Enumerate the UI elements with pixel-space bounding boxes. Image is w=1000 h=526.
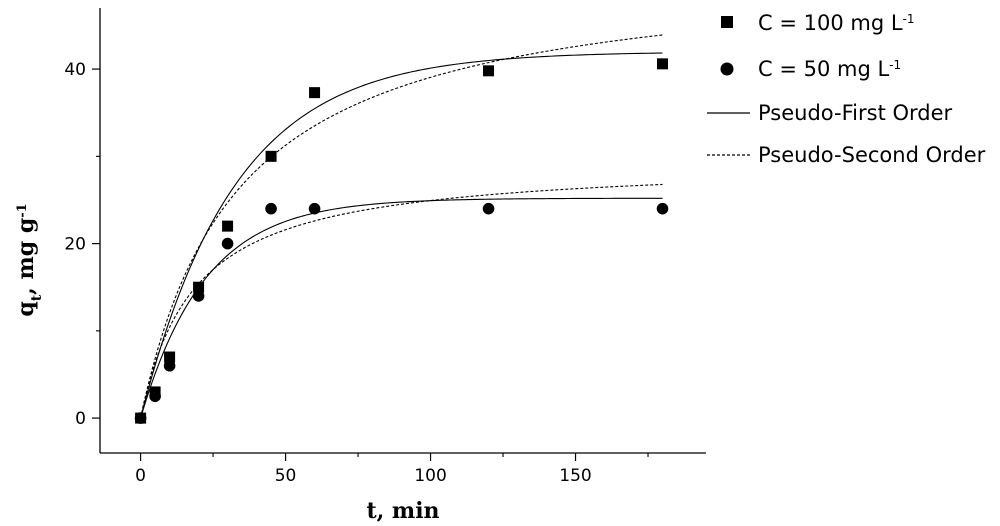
data-point-square [483,65,495,77]
legend-marker-circle [720,62,734,76]
legend-label-100: C = 100 mg L-1 [758,11,915,35]
legend-label-50: C = 50 mg L-1 [758,57,901,81]
fit-lines [140,34,663,419]
data-point-circle [221,237,234,250]
data-point-square [657,58,669,70]
x-tick-label: 50 [275,466,297,486]
axis-ticks: 0 50 100 150 0 20 40 [64,60,649,486]
pseudo-second-order-curve-0 [140,34,663,419]
data-point-circle [163,359,176,372]
data-point-square [265,150,277,162]
plot-frame [99,8,706,454]
data-point-circle [656,202,669,215]
y-tick-label: 0 [75,409,86,429]
data-point-circle [192,290,205,302]
data-point-circle [482,202,495,215]
x-tick-label: 150 [559,466,591,486]
y-tick-label: 20 [64,235,86,255]
data-point-circle [149,390,161,403]
data-point-square [222,220,234,232]
legend: C = 100 mg L-1 C = 50 mg L-1 Pseudo-Firs… [707,11,986,167]
data-point-square [164,351,176,363]
pseudo-second-order-curve-1 [140,183,663,419]
data-point-square [193,281,205,293]
legend-label-first-order: Pseudo-First Order [758,101,953,125]
data-markers [134,58,669,424]
y-tick-label: 40 [64,60,86,80]
data-point-circle [265,202,277,215]
data-point-circle [308,202,321,215]
y-axis-title: qt, mg g-1 [13,203,45,316]
legend-label-second-order: Pseudo-Second Order [758,143,986,167]
legend-marker-square [721,16,733,28]
data-point-circle [134,412,147,424]
x-tick-label: 100 [414,466,446,486]
pseudo-first-order-curve-0 [140,52,663,419]
pseudo-first-order-curve-1 [140,197,663,419]
x-axis-title: t, min [366,498,439,524]
data-point-square [309,87,321,99]
x-tick-label: 0 [135,466,146,486]
